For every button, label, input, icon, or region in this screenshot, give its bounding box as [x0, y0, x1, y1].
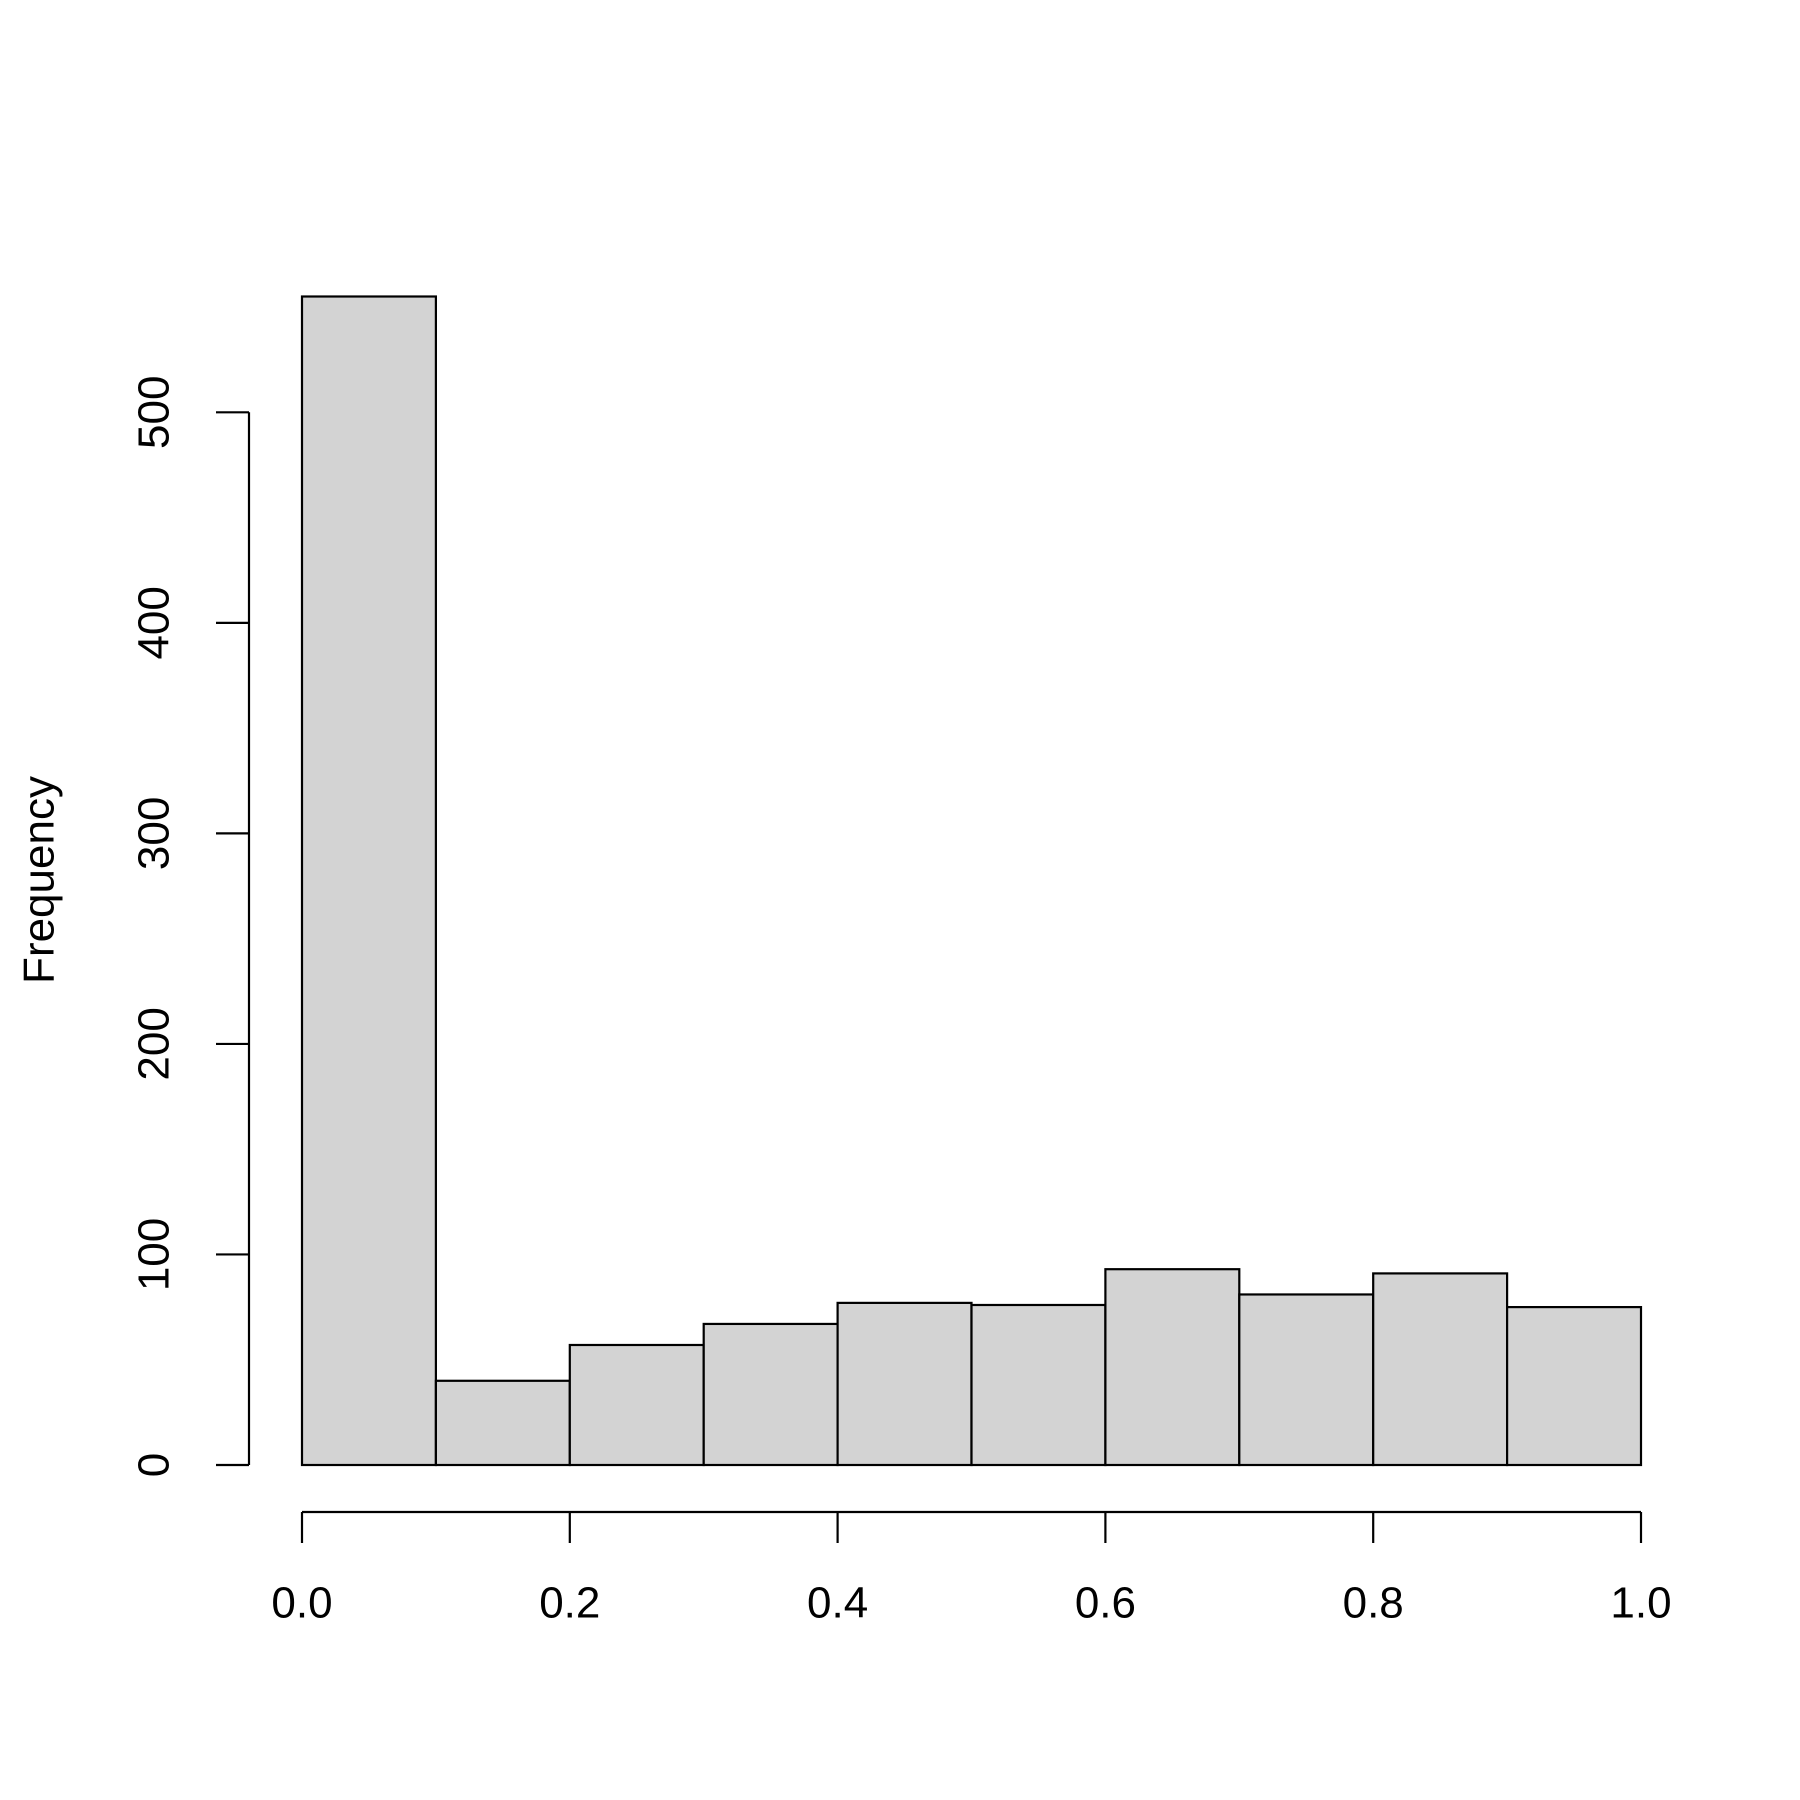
bar	[1505, 1305, 1643, 1467]
y-tick-label: 300	[130, 797, 179, 870]
bar	[1238, 1293, 1375, 1467]
x-tick-label: 0.8	[1343, 1579, 1404, 1628]
x-tick-label: 1.0	[1610, 1579, 1671, 1628]
bar	[300, 295, 437, 1467]
y-tick-label: 500	[130, 376, 179, 449]
bar	[434, 1379, 571, 1467]
x-tick-label: 0.6	[1075, 1579, 1136, 1628]
bar	[1104, 1268, 1241, 1467]
x-tick-label: 0.2	[539, 1579, 600, 1628]
bar	[836, 1301, 973, 1467]
y-tick-label: 200	[130, 1007, 179, 1080]
bar	[702, 1322, 839, 1467]
bar	[1372, 1272, 1509, 1467]
bar	[568, 1343, 705, 1467]
x-tick-label: 0.4	[807, 1579, 868, 1628]
y-tick-label: 400	[130, 586, 179, 659]
bar	[970, 1303, 1107, 1467]
y-tick-label: 0	[130, 1453, 179, 1477]
x-tick-label: 0.0	[271, 1579, 332, 1628]
y-tick-label: 100	[130, 1218, 179, 1291]
y-axis-label: Frequency	[15, 776, 64, 984]
